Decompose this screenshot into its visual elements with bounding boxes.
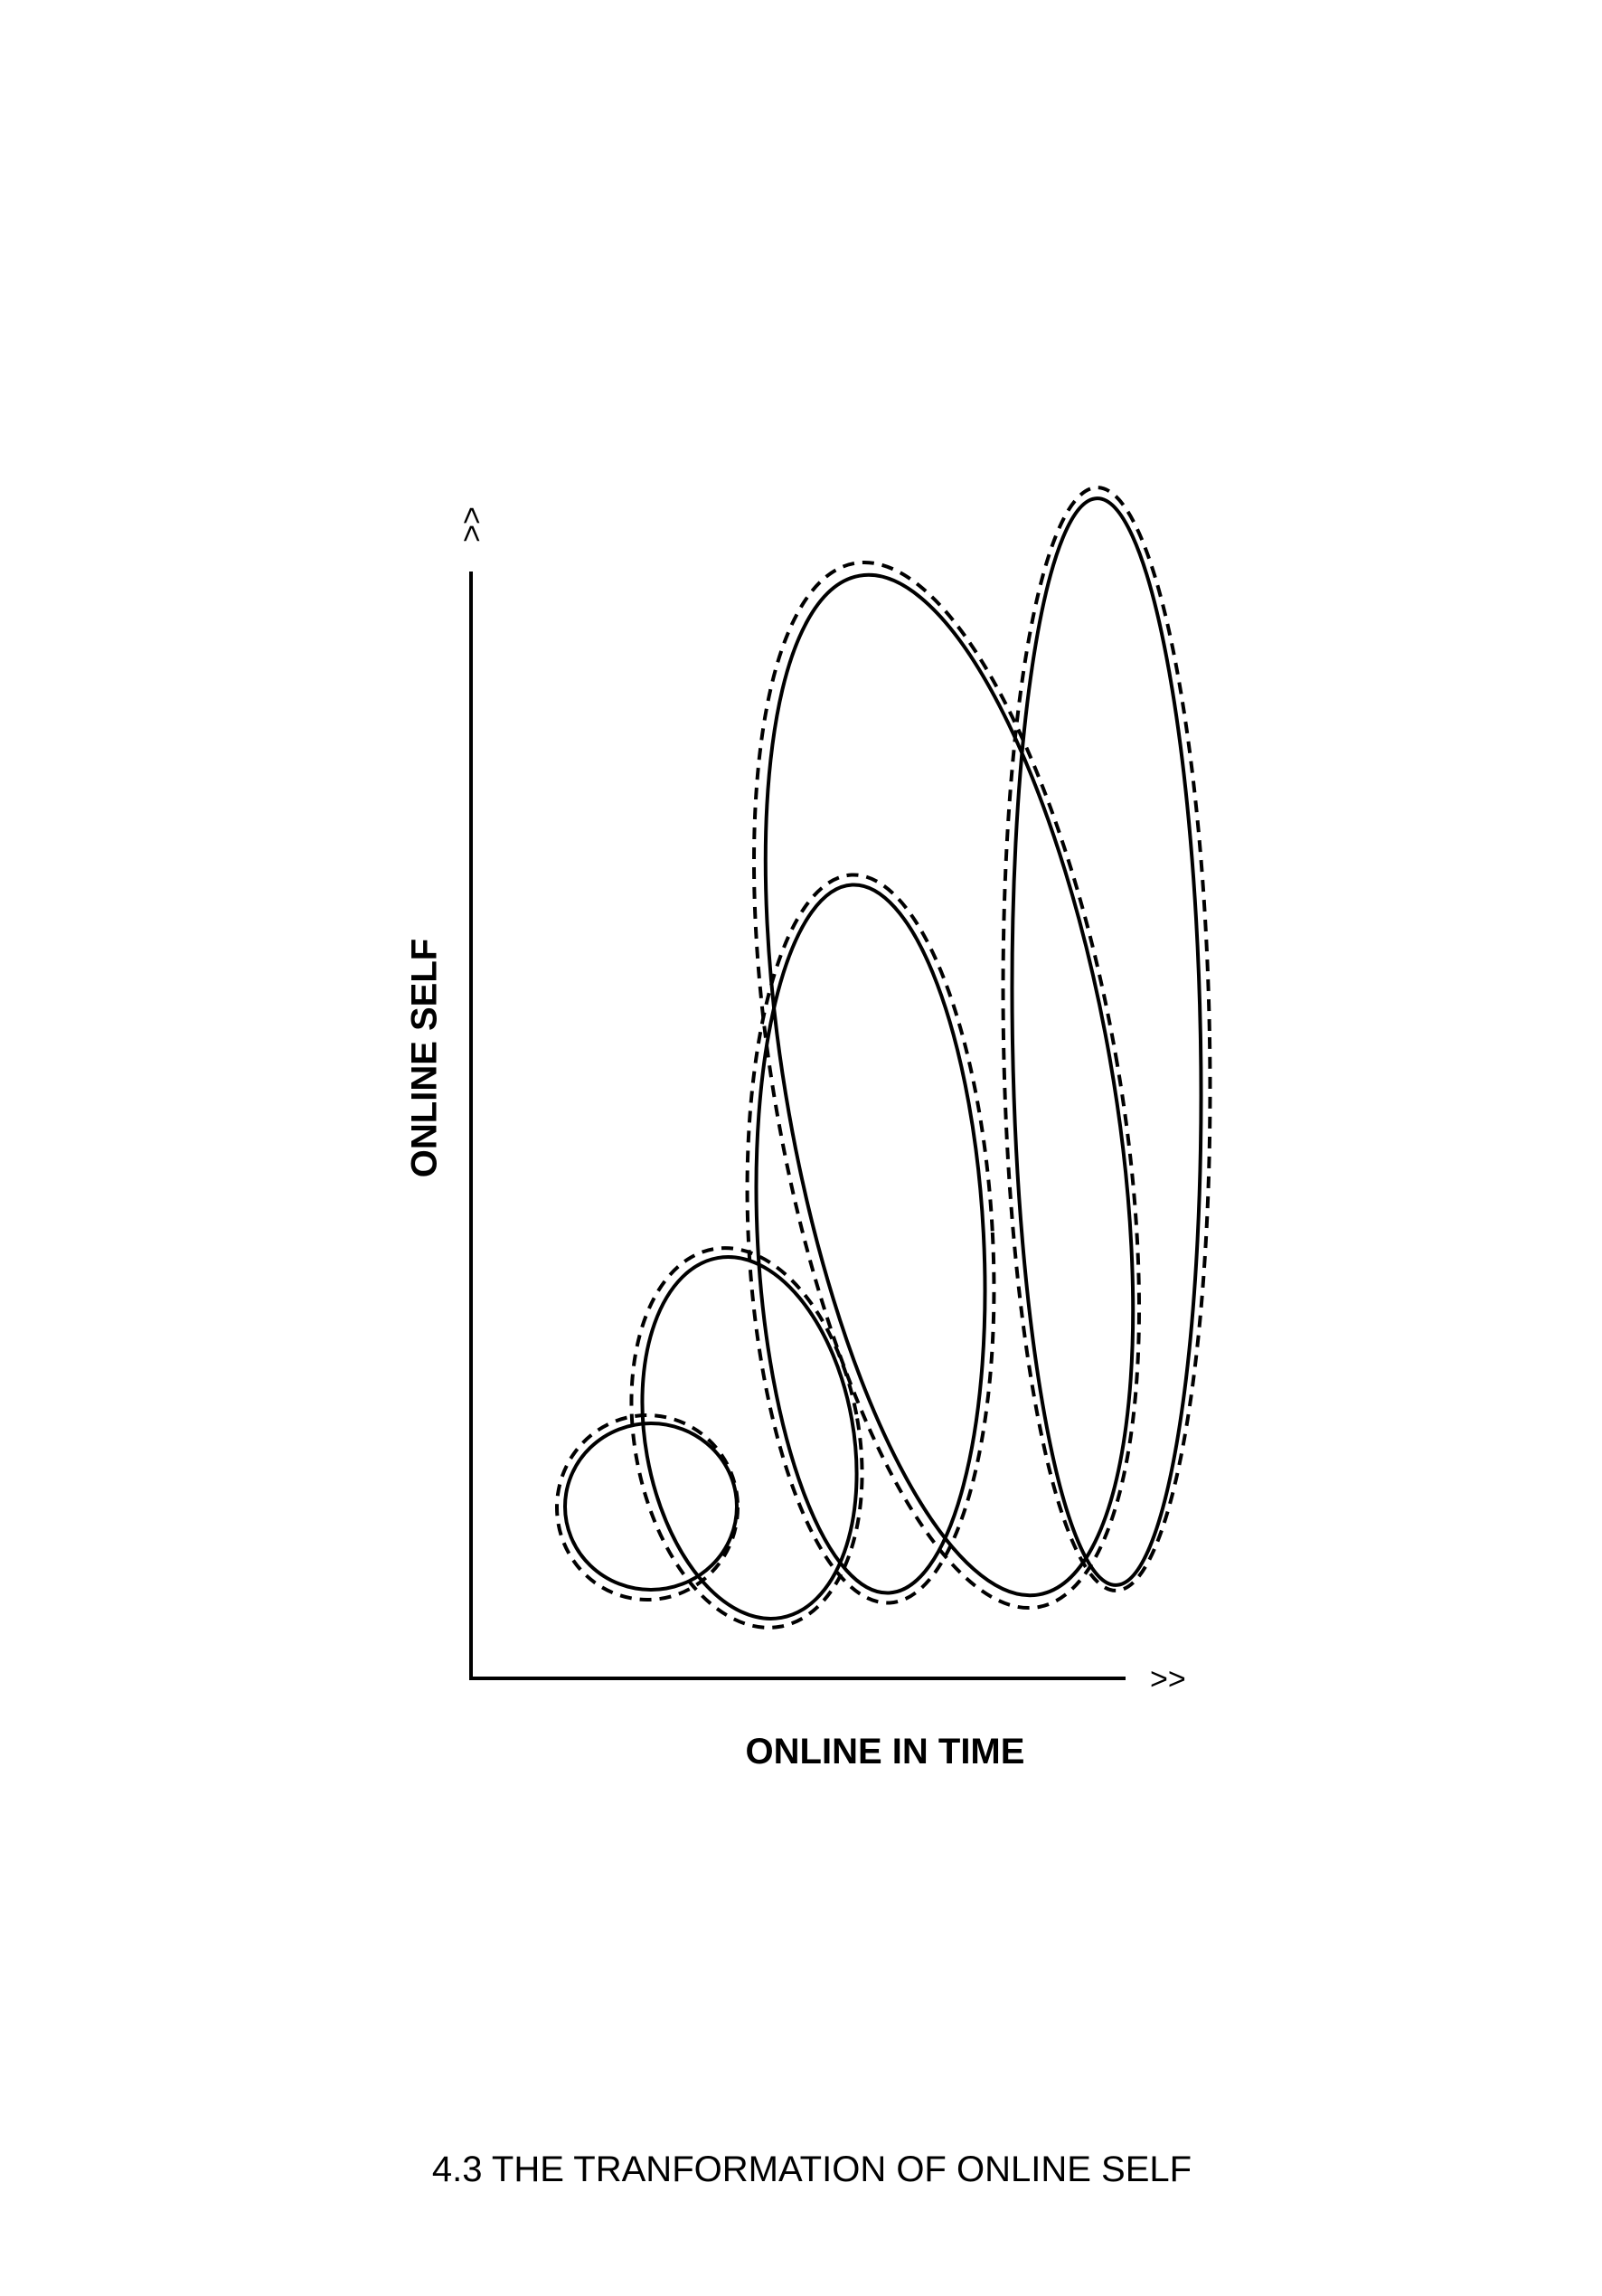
x-axis-label: ONLINE IN TIME bbox=[746, 1732, 1025, 1772]
stage-2-solid-outline bbox=[640, 1255, 859, 1620]
stage-4-solid-outline bbox=[763, 572, 1136, 1598]
x-axis-arrow: >> bbox=[1150, 1662, 1186, 1696]
stage-2-group bbox=[629, 1246, 864, 1630]
stage-1-dashed-outline bbox=[555, 1413, 740, 1602]
stage-1-solid-outline bbox=[563, 1422, 739, 1592]
stage-4-group bbox=[752, 560, 1141, 1611]
stage-5-group bbox=[1001, 486, 1212, 1592]
y-axis-arrow: >> bbox=[455, 506, 489, 543]
stage-5-dashed-outline bbox=[1001, 486, 1212, 1592]
stage-3-solid-outline bbox=[754, 883, 987, 1595]
stage-1-group bbox=[555, 1413, 740, 1602]
stage-5-solid-outline bbox=[1010, 496, 1203, 1587]
stage-3-dashed-outline bbox=[745, 873, 996, 1605]
figure-caption: 4.3 THE TRANFORMATION OF ONLINE SELF bbox=[432, 2150, 1192, 2189]
stage-3-group bbox=[745, 873, 996, 1605]
y-axis-label: ONLINE SELF bbox=[405, 939, 445, 1177]
stage-2-dashed-outline bbox=[629, 1246, 864, 1630]
stage-4-dashed-outline bbox=[752, 560, 1141, 1611]
